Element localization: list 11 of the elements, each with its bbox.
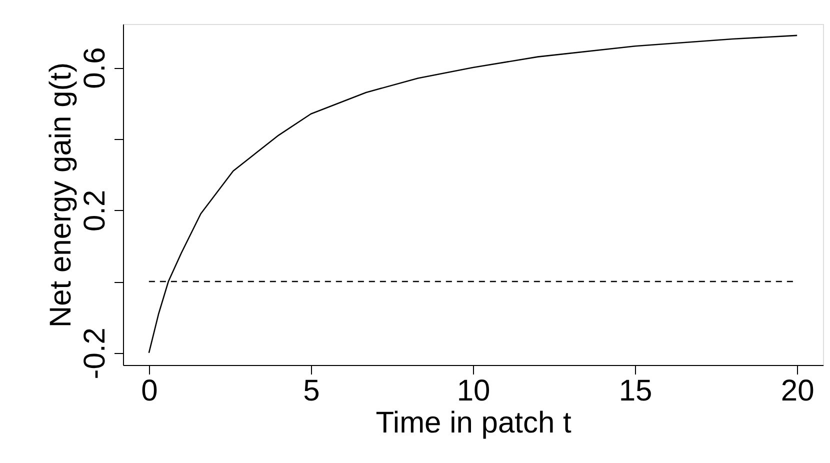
x-tick-label: 15 [618,374,652,408]
y-tick-label: -0.2 [78,328,112,380]
y-tick-label: 0.6 [78,47,112,89]
y-tick-label: 0.2 [78,190,112,232]
x-tick-label: 10 [456,374,490,408]
x-axis-title: Time in patch t [376,406,572,440]
y-axis-title: Net energy gain g(t) [44,62,78,328]
x-tick-label: 20 [780,374,814,408]
x-tick-label: 0 [141,374,158,408]
line-series [148,34,798,354]
x-tick-label: 5 [303,374,320,408]
